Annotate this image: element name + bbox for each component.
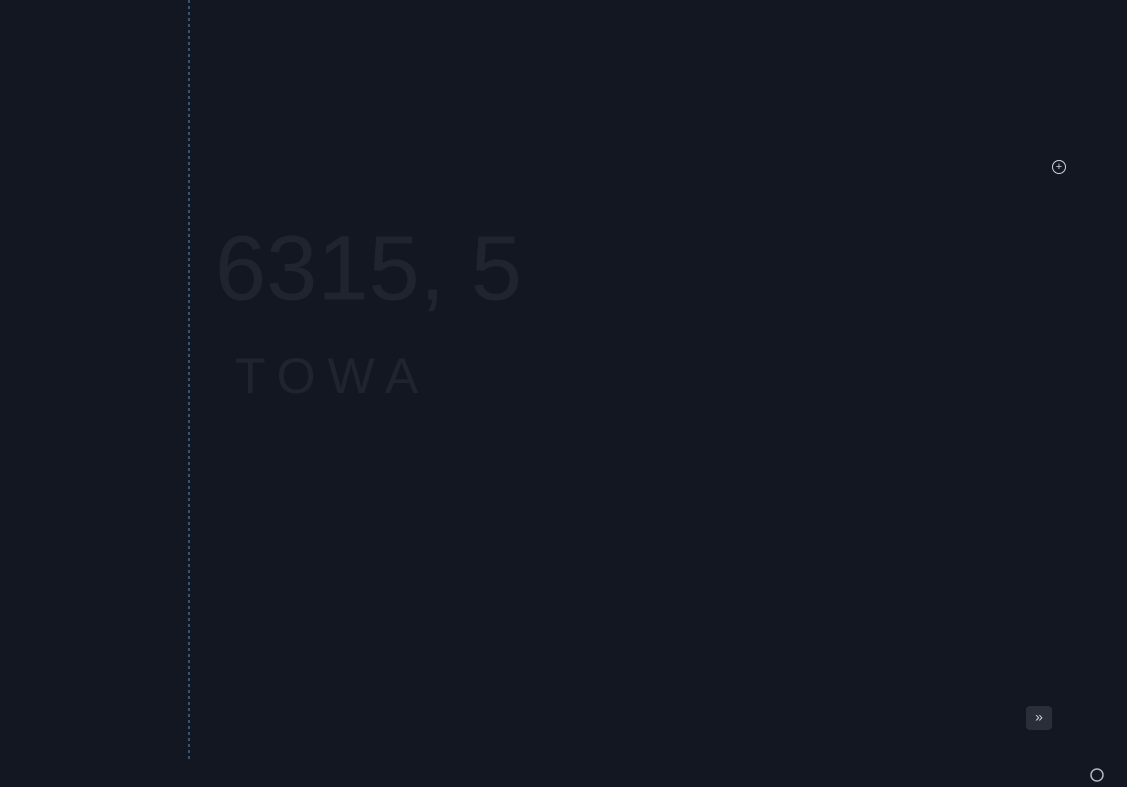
watermark: 6315, 5 [215, 217, 522, 319]
settings-button[interactable] [1090, 768, 1104, 782]
scroll-icon: » [1035, 709, 1043, 725]
add-icon: + [1056, 161, 1062, 173]
add-button[interactable] [1052, 160, 1066, 174]
scroll-button[interactable] [1026, 706, 1052, 730]
time-axis [0, 762, 1068, 787]
price-axis [1068, 0, 1127, 787]
watermark-name: TOWA [235, 348, 430, 404]
